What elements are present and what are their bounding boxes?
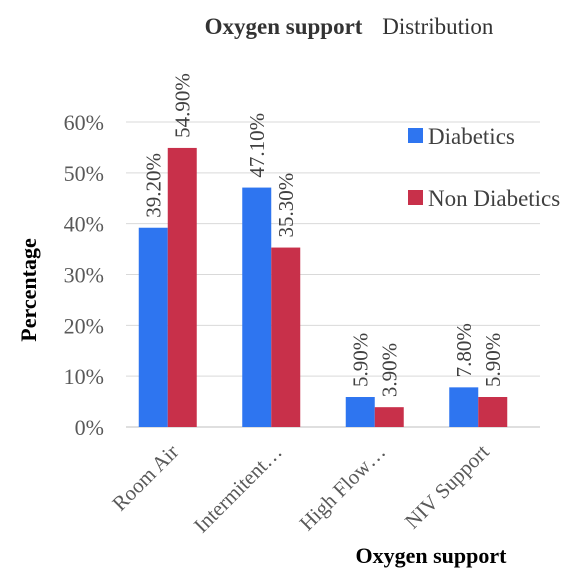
legend: Diabetics Non Diabetics	[408, 124, 560, 211]
data-label: 3.90%	[377, 343, 401, 397]
x-axis-label: Oxygen support	[356, 543, 508, 568]
bar-non-diabetics	[271, 247, 301, 427]
y-tick-label: 10%	[64, 364, 104, 389]
y-tick-label: 20%	[64, 313, 104, 338]
chart-title: Oxygen support Distribution	[205, 14, 494, 39]
x-tick-label: NIV Support	[400, 439, 494, 533]
y-axis-ticks: 0% 10% 20% 30% 40% 50% 60%	[64, 110, 104, 440]
x-tick-label: Room Air	[107, 440, 183, 516]
bar-non-diabetics	[374, 407, 404, 427]
data-label: 35.30%	[274, 173, 298, 238]
x-tick-label: High Flow…	[295, 440, 391, 536]
bars	[138, 147, 508, 428]
bar-diabetics	[449, 387, 479, 427]
y-axis-label: Percentage	[16, 238, 41, 342]
y-tick-label: 30%	[64, 263, 104, 288]
bar-diabetics	[242, 187, 272, 427]
bar-diabetics	[138, 227, 168, 427]
data-label: 5.90%	[348, 333, 372, 387]
y-tick-label: 60%	[64, 110, 104, 135]
x-tick-label: Intermitent…	[189, 440, 287, 538]
bar-non-diabetics	[478, 397, 508, 427]
y-tick-label: 40%	[64, 212, 104, 237]
legend-label: Diabetics	[428, 124, 515, 149]
chart-title-bold: Oxygen support	[205, 14, 363, 39]
data-label: 47.10%	[245, 113, 269, 178]
x-axis-ticks: Room Air Intermitent… High Flow… NIV Suppor…	[107, 439, 494, 537]
legend-label: Non Diabetics	[428, 186, 560, 211]
bar-non-diabetics	[167, 147, 197, 428]
y-tick-label: 50%	[64, 161, 104, 186]
data-label: 7.80%	[452, 323, 476, 377]
data-label: 54.90%	[170, 73, 194, 138]
data-label: 5.90%	[481, 333, 505, 387]
data-label: 39.20%	[141, 153, 165, 218]
y-tick-label: 0%	[75, 415, 104, 440]
data-labels: 39.20%54.90%47.10%35.30%5.90% 3.90% 7.80% 5…	[141, 73, 505, 397]
legend-swatch	[408, 190, 423, 205]
chart-title-regular: Distribution	[382, 14, 494, 39]
bar-diabetics	[345, 397, 375, 427]
legend-swatch	[408, 128, 423, 143]
